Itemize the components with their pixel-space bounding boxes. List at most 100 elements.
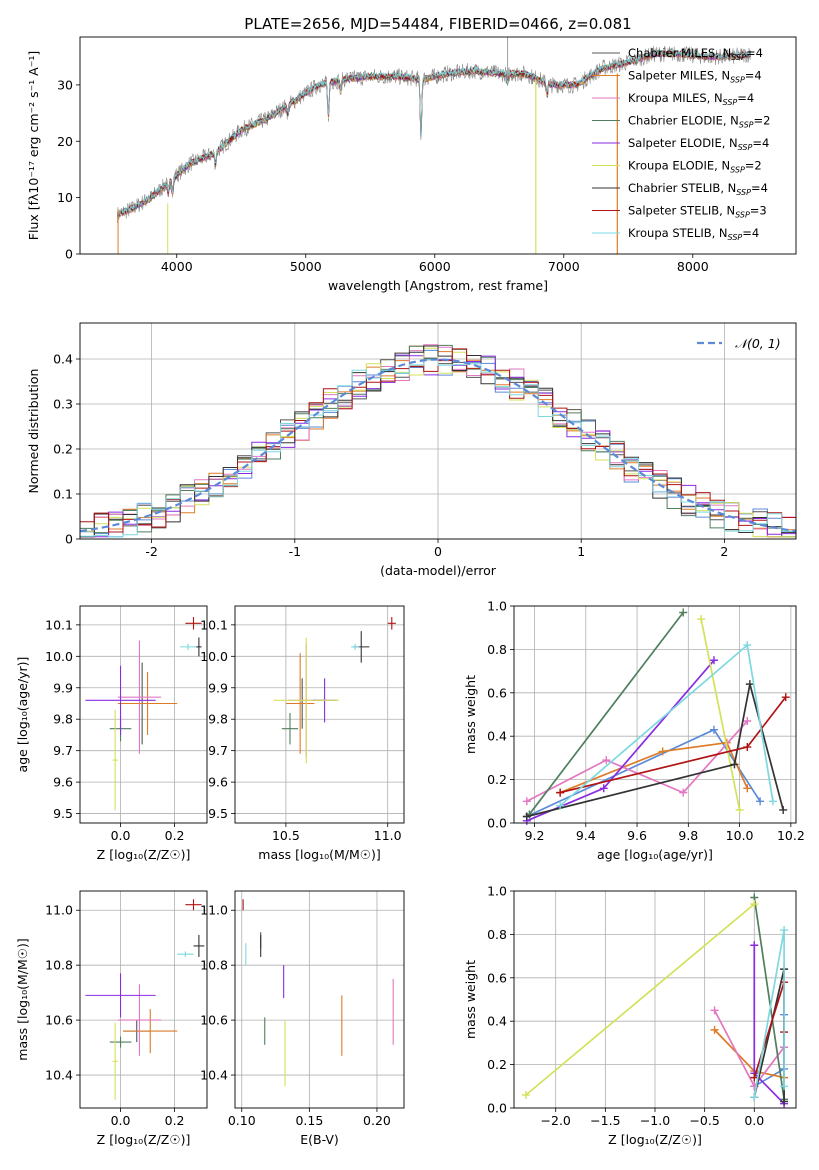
weight-series-line bbox=[526, 683, 785, 818]
legend-label-sub: SSP bbox=[723, 98, 738, 107]
x-tick-label: 10.0 bbox=[726, 828, 754, 843]
histogram-step-line bbox=[80, 359, 796, 538]
x-tick-label: 10.2 bbox=[777, 828, 805, 843]
weight-marker bbox=[780, 926, 789, 935]
y-tick-label: 9.5 bbox=[208, 806, 228, 821]
y-tick-label: 0.1 bbox=[53, 487, 73, 502]
y-tick-label: 9.9 bbox=[208, 680, 228, 695]
x-tick-label: 5000 bbox=[290, 259, 322, 274]
y-tick-label: 0.4 bbox=[53, 352, 73, 367]
y-tick-label: 9.7 bbox=[53, 743, 73, 758]
normal-curve bbox=[80, 358, 796, 533]
weight-marker bbox=[743, 784, 752, 793]
legend-label-sub: SSP bbox=[738, 143, 753, 152]
y-tick-label: 0.3 bbox=[53, 397, 73, 412]
x-axis-label: mass [log₁₀(M/M☉)] bbox=[258, 847, 380, 862]
errorbars bbox=[242, 899, 394, 1087]
x-tick-label: 0.0 bbox=[111, 828, 131, 843]
y-tick-label: 0.6 bbox=[487, 685, 507, 700]
y-tick-label: 11.0 bbox=[200, 903, 228, 918]
legend-label-suffix: =4 bbox=[752, 136, 769, 150]
weight-marker bbox=[750, 941, 759, 950]
y-tick-label: 0.2 bbox=[487, 1057, 507, 1072]
weight-marker bbox=[556, 788, 565, 797]
legend-label-text: Salpeter ELODIE, N bbox=[628, 136, 738, 150]
y-axis-label: Flux [fλ10⁻¹⁷ erg cm⁻² s⁻¹ A⁻¹] bbox=[26, 51, 41, 240]
weight-marker bbox=[780, 1082, 789, 1091]
weight-marker bbox=[697, 615, 706, 624]
weight-marker bbox=[735, 805, 744, 814]
y-tick-label: 20 bbox=[57, 134, 73, 149]
x-tick-label: 0 bbox=[434, 544, 442, 559]
weight-series-line bbox=[700, 618, 741, 811]
legend-label: Chabrier ELODIE, NSSP=2 bbox=[628, 114, 770, 130]
errorbars bbox=[85, 899, 205, 1100]
legend-label-sub: SSP bbox=[730, 76, 745, 85]
x-axis-label: E(B-V) bbox=[300, 1132, 339, 1147]
x-tick-label: −1.0 bbox=[640, 1113, 670, 1128]
y-tick-label: 10.6 bbox=[45, 1013, 73, 1028]
weight-lines bbox=[522, 608, 790, 825]
y-tick-label: 1.0 bbox=[487, 884, 507, 899]
x-tick-label: 0.20 bbox=[363, 1113, 391, 1128]
y-tick-label: 9.5 bbox=[53, 806, 73, 821]
x-axis-label: Z [log₁₀(Z/Z☉)] bbox=[97, 1132, 191, 1147]
weight-marker bbox=[709, 725, 718, 734]
y-tick-label: 11.0 bbox=[45, 903, 73, 918]
legend-label-suffix: =4 bbox=[746, 46, 763, 60]
legend-label-text: Salpeter STELIB, N bbox=[628, 204, 735, 218]
axes-frame bbox=[79, 322, 797, 540]
y-tick-label: 0.8 bbox=[487, 927, 507, 942]
massweight-vs-age-panel: 9.2 9.4 9.6 9.8 10.0 10.2 0.0 0.2 0.4 0.6 0.8 1.0 ag… bbox=[463, 599, 805, 863]
legend-label-sub: SSP bbox=[736, 188, 751, 197]
y-tick-label: 0.4 bbox=[487, 729, 507, 744]
x-tick-label: 0.0 bbox=[111, 1113, 131, 1128]
x-tick-label: 0.2 bbox=[165, 828, 185, 843]
x-tick-label: 9.6 bbox=[627, 828, 647, 843]
axes-frame bbox=[79, 605, 208, 824]
y-tick-label: 10.1 bbox=[45, 617, 73, 632]
model-spectrum-line bbox=[117, 49, 751, 216]
errorbars bbox=[85, 617, 202, 811]
weight-marker bbox=[730, 760, 739, 769]
y-tick-label: 0 bbox=[65, 247, 73, 262]
y-tick-label: 9.6 bbox=[208, 775, 228, 790]
y-tick-label: 0.0 bbox=[487, 1101, 507, 1116]
axes-frame bbox=[79, 36, 797, 255]
age-vs-metallicity-panel: 0.0 0.2 9.5 9.6 9.7 9.8 9.9 10.0 10.1 Z [log₁₀(Z/… bbox=[15, 605, 208, 862]
y-tick-label: 10.1 bbox=[200, 617, 228, 632]
legend-label: Kroupa ELODIE, NSSP=2 bbox=[628, 159, 762, 175]
legend-label: Salpeter ELODIE, NSSP=4 bbox=[628, 136, 769, 152]
histogram-step-line bbox=[80, 345, 796, 538]
weight-marker bbox=[658, 747, 667, 756]
mass-vs-metallicity-panel: 0.0 0.2 10.4 10.6 10.8 11.0 Z [log₁₀(Z/Z☉)] mas… bbox=[15, 890, 208, 1147]
y-tick-label: 0.2 bbox=[53, 442, 73, 457]
spectrum-panel: 4000 5000 6000 7000 8000 0 10 20 30 wavelength [A… bbox=[26, 36, 797, 293]
x-tick-label: 9.2 bbox=[525, 828, 545, 843]
axes-frame bbox=[234, 890, 405, 1109]
legend-label-sub: SSP bbox=[730, 166, 745, 175]
weight-marker bbox=[780, 1097, 789, 1106]
weight-marker bbox=[679, 608, 688, 617]
weight-marker bbox=[522, 812, 531, 821]
x-tick-label: 1 bbox=[577, 544, 585, 559]
weight-lines bbox=[521, 893, 789, 1108]
legend-label-sub: SSP bbox=[731, 53, 746, 62]
legend-label-sub: SSP bbox=[739, 121, 754, 130]
histograms bbox=[80, 344, 796, 538]
weight-marker bbox=[556, 801, 565, 810]
legend-label-suffix: =2 bbox=[745, 159, 762, 173]
y-tick-label: 10.0 bbox=[200, 649, 228, 664]
y-tick-label: 9.7 bbox=[208, 743, 228, 758]
x-axis-label: (data-model)/error bbox=[380, 563, 497, 578]
legend-label-suffix: =4 bbox=[745, 69, 762, 83]
weight-series-line bbox=[526, 720, 748, 803]
y-tick-label: 9.9 bbox=[53, 680, 73, 695]
weight-series-line bbox=[559, 741, 749, 794]
figure-title: PLATE=2656, MJD=54484, FIBERID=0466, z=0… bbox=[244, 15, 631, 33]
legend-label-sub: SSP bbox=[728, 233, 743, 242]
x-tick-label: 11.0 bbox=[374, 828, 402, 843]
y-tick-label: 10.4 bbox=[45, 1068, 73, 1083]
weight-series-line bbox=[713, 1029, 785, 1079]
